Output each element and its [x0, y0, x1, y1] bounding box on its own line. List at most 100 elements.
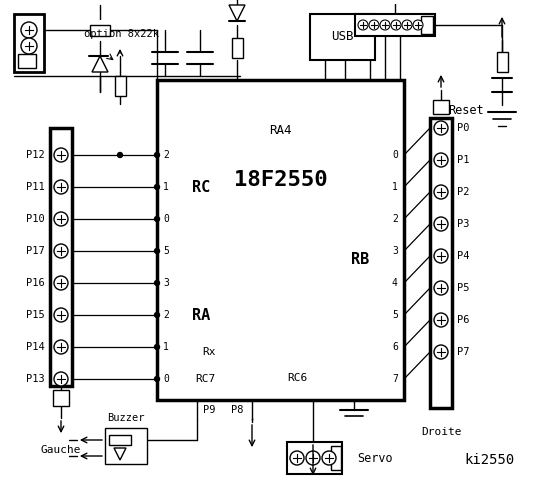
- Text: P15: P15: [26, 310, 45, 320]
- Text: 5: 5: [392, 310, 398, 320]
- Text: 5: 5: [163, 246, 169, 256]
- Circle shape: [380, 20, 390, 30]
- Circle shape: [54, 340, 68, 354]
- Bar: [310, 14, 375, 60]
- Text: P6: P6: [457, 315, 469, 325]
- Text: RB: RB: [351, 252, 369, 266]
- Text: Reset: Reset: [448, 104, 484, 117]
- Circle shape: [306, 451, 320, 465]
- Text: USB: USB: [331, 31, 353, 44]
- Text: P11: P11: [26, 182, 45, 192]
- Text: Gauche: Gauche: [41, 445, 81, 455]
- Bar: [497, 52, 508, 72]
- Circle shape: [434, 249, 448, 263]
- Circle shape: [21, 38, 37, 54]
- Circle shape: [434, 313, 448, 327]
- Text: P2: P2: [457, 187, 469, 197]
- Text: ki2550: ki2550: [465, 453, 515, 467]
- Circle shape: [154, 249, 159, 253]
- Circle shape: [434, 217, 448, 231]
- Bar: [433, 100, 449, 114]
- Circle shape: [154, 184, 159, 190]
- Text: P0: P0: [457, 123, 469, 133]
- Text: 0: 0: [163, 374, 169, 384]
- Circle shape: [434, 121, 448, 135]
- Text: 7: 7: [392, 374, 398, 384]
- Circle shape: [413, 20, 423, 30]
- Circle shape: [154, 376, 159, 382]
- Circle shape: [391, 20, 401, 30]
- Bar: [53, 390, 69, 406]
- Text: P4: P4: [457, 251, 469, 261]
- Text: P1: P1: [457, 155, 469, 165]
- Circle shape: [369, 20, 379, 30]
- Text: 0: 0: [163, 214, 169, 224]
- Bar: [114, 76, 126, 96]
- Circle shape: [434, 153, 448, 167]
- Circle shape: [117, 153, 123, 157]
- Bar: [14, 14, 44, 72]
- Text: RC6: RC6: [287, 373, 307, 383]
- Text: 2: 2: [163, 150, 169, 160]
- Text: 3: 3: [392, 246, 398, 256]
- Polygon shape: [229, 5, 245, 21]
- Bar: [287, 442, 342, 474]
- Bar: [355, 14, 435, 36]
- Polygon shape: [114, 448, 126, 460]
- Circle shape: [54, 244, 68, 258]
- Bar: [331, 446, 341, 470]
- Text: 3: 3: [163, 278, 169, 288]
- Text: P12: P12: [26, 150, 45, 160]
- Circle shape: [54, 372, 68, 386]
- Text: P17: P17: [26, 246, 45, 256]
- Text: 2: 2: [392, 214, 398, 224]
- Polygon shape: [92, 56, 108, 72]
- Circle shape: [54, 308, 68, 322]
- Circle shape: [154, 312, 159, 317]
- Text: Servo: Servo: [357, 452, 393, 465]
- Text: RA: RA: [192, 308, 210, 323]
- Circle shape: [434, 185, 448, 199]
- Text: 18F2550: 18F2550: [234, 170, 327, 190]
- Circle shape: [402, 20, 412, 30]
- Bar: [430, 118, 452, 408]
- Bar: [50, 128, 72, 386]
- Text: P5: P5: [457, 283, 469, 293]
- Text: P10: P10: [26, 214, 45, 224]
- Text: 4: 4: [392, 278, 398, 288]
- Circle shape: [54, 180, 68, 194]
- Circle shape: [290, 451, 304, 465]
- Text: RC7: RC7: [195, 374, 215, 384]
- Circle shape: [434, 345, 448, 359]
- Circle shape: [21, 22, 37, 38]
- Text: 0: 0: [392, 150, 398, 160]
- Circle shape: [154, 216, 159, 221]
- Bar: [109, 435, 131, 445]
- Bar: [232, 38, 243, 58]
- Text: P14: P14: [26, 342, 45, 352]
- Text: P8: P8: [231, 405, 243, 415]
- Text: P3: P3: [457, 219, 469, 229]
- Text: Rx: Rx: [202, 347, 216, 357]
- Text: P13: P13: [26, 374, 45, 384]
- Circle shape: [54, 148, 68, 162]
- Circle shape: [434, 281, 448, 295]
- Text: Buzzer: Buzzer: [107, 413, 145, 423]
- Text: 2: 2: [163, 310, 169, 320]
- Text: P9: P9: [203, 405, 215, 415]
- Bar: [105, 428, 147, 464]
- Bar: [18, 54, 36, 68]
- Text: 1: 1: [163, 182, 169, 192]
- Text: 1: 1: [163, 342, 169, 352]
- Circle shape: [154, 153, 159, 157]
- Bar: [90, 24, 110, 36]
- Text: RA4: RA4: [269, 123, 292, 136]
- Circle shape: [358, 20, 368, 30]
- Bar: [421, 16, 433, 34]
- Circle shape: [322, 451, 336, 465]
- Text: 1: 1: [392, 182, 398, 192]
- Text: RC: RC: [192, 180, 210, 194]
- Circle shape: [154, 345, 159, 349]
- Circle shape: [54, 212, 68, 226]
- Bar: [157, 80, 404, 400]
